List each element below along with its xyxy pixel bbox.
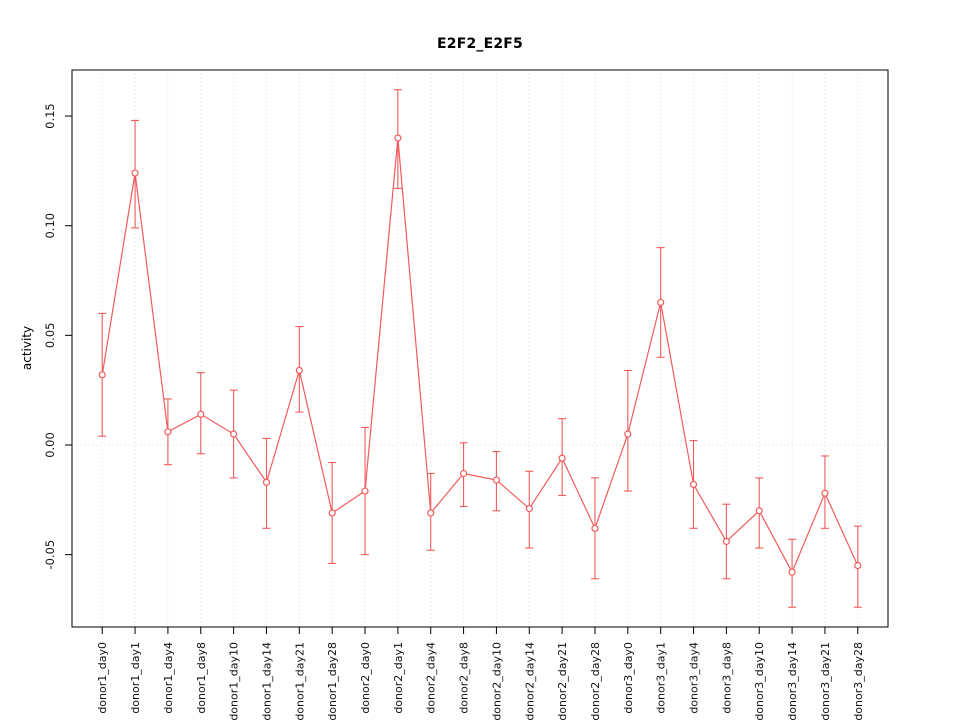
x-category-label: donor1_day28 — [326, 642, 339, 720]
x-category-label: donor1_day1 — [129, 642, 142, 714]
x-category-label: donor1_day0 — [96, 642, 109, 714]
data-point — [328, 509, 336, 517]
x-category-label: donor3_day0 — [622, 642, 635, 714]
x-category-label: donor1_day21 — [293, 642, 306, 720]
y-tick-label: 0.10 — [43, 213, 57, 239]
data-point — [624, 430, 632, 438]
x-category-label: donor3_day8 — [720, 642, 733, 714]
data-point — [821, 489, 829, 497]
x-category-label: donor2_day14 — [523, 642, 536, 720]
x-category-label: donor1_day10 — [228, 642, 241, 720]
x-category-label: donor3_day14 — [786, 642, 799, 720]
data-point — [394, 134, 402, 142]
plot-box — [71, 69, 889, 628]
x-category-label: donor2_day8 — [458, 642, 471, 714]
x-category-label: donor2_day21 — [556, 642, 569, 720]
data-point — [492, 476, 501, 484]
data-point — [459, 469, 468, 478]
chart-title: E2F2_E2F5 — [436, 36, 524, 52]
data-point — [98, 371, 106, 379]
data-point — [262, 478, 271, 486]
data-point — [657, 298, 665, 307]
x-category-label: donor2_day10 — [490, 642, 503, 720]
data-point — [164, 428, 172, 436]
data-point — [525, 504, 533, 513]
x-category-label: donor3_day1 — [655, 642, 668, 714]
x-category-label: donor2_day28 — [589, 642, 602, 720]
data-point — [788, 568, 796, 576]
x-category-label: donor3_day4 — [688, 642, 701, 714]
x-category-label: donor1_day8 — [195, 642, 208, 714]
data-point — [689, 480, 698, 489]
y-tick-label: 0.00 — [43, 432, 57, 458]
data-point — [295, 366, 303, 375]
x-category-label: donor2_day1 — [392, 642, 405, 714]
y-tick-label: -0.05 — [43, 540, 57, 570]
data-point — [854, 561, 862, 570]
data-point — [361, 487, 369, 495]
x-category-label: donor3_day10 — [753, 642, 766, 720]
x-category-label: donor2_day0 — [359, 642, 372, 714]
y-tick-label: 0.15 — [43, 103, 57, 129]
data-point — [131, 169, 139, 177]
data-point — [591, 524, 599, 532]
data-point — [755, 507, 763, 515]
data-point — [558, 454, 566, 462]
y-axis-title: activity — [20, 325, 34, 371]
x-category-label: donor3_day21 — [819, 642, 832, 720]
y-tick-label: 0.05 — [43, 323, 57, 349]
data-point — [197, 410, 205, 418]
data-point — [230, 430, 238, 438]
data-point — [722, 537, 730, 546]
x-category-label: donor1_day14 — [260, 642, 273, 720]
x-category-label: donor3_day28 — [852, 642, 865, 720]
data-point — [427, 509, 435, 517]
series-line — [101, 137, 859, 574]
x-category-label: donor2_day4 — [425, 642, 438, 714]
x-category-label: donor1_day4 — [162, 642, 175, 714]
